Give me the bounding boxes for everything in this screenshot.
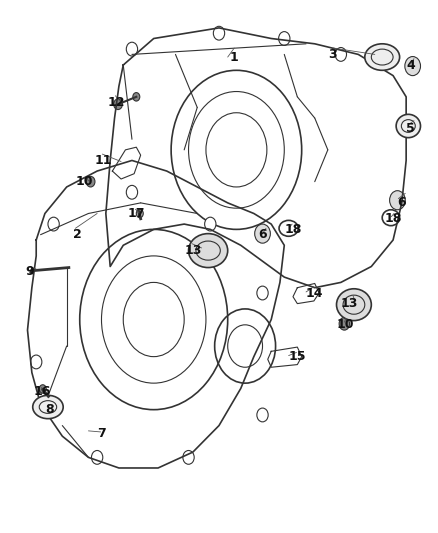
- Circle shape: [257, 286, 268, 300]
- Text: 9: 9: [25, 265, 34, 278]
- Text: 4: 4: [406, 59, 415, 71]
- Text: 10: 10: [336, 318, 354, 332]
- Circle shape: [339, 317, 350, 330]
- Text: 7: 7: [97, 427, 106, 440]
- Text: 2: 2: [73, 228, 82, 241]
- Text: 16: 16: [34, 385, 51, 398]
- Text: 12: 12: [108, 95, 125, 109]
- Text: 18: 18: [284, 223, 302, 236]
- Circle shape: [405, 56, 420, 76]
- Ellipse shape: [33, 395, 63, 419]
- Text: 6: 6: [397, 196, 406, 209]
- Circle shape: [205, 217, 216, 231]
- Circle shape: [126, 185, 138, 199]
- Text: 14: 14: [306, 287, 324, 300]
- Text: 3: 3: [328, 48, 336, 61]
- Text: 17: 17: [127, 207, 145, 220]
- Circle shape: [92, 450, 103, 464]
- Circle shape: [31, 355, 42, 369]
- Ellipse shape: [336, 289, 371, 320]
- Circle shape: [257, 408, 268, 422]
- Ellipse shape: [365, 44, 399, 70]
- Text: 10: 10: [75, 175, 93, 188]
- Circle shape: [183, 450, 194, 464]
- Text: 6: 6: [258, 228, 267, 241]
- Circle shape: [86, 176, 95, 187]
- Text: 13: 13: [341, 297, 358, 310]
- Circle shape: [213, 26, 225, 40]
- Text: 11: 11: [95, 154, 113, 167]
- Text: 18: 18: [385, 212, 402, 225]
- Text: 15: 15: [289, 350, 306, 363]
- Circle shape: [279, 31, 290, 45]
- Circle shape: [126, 42, 138, 56]
- Text: 1: 1: [230, 51, 239, 63]
- Circle shape: [335, 47, 346, 61]
- Text: 5: 5: [406, 122, 415, 135]
- Circle shape: [133, 93, 140, 101]
- Circle shape: [136, 209, 143, 217]
- Ellipse shape: [396, 114, 420, 138]
- Text: 13: 13: [184, 244, 201, 257]
- Circle shape: [39, 385, 46, 393]
- Circle shape: [48, 217, 59, 231]
- Circle shape: [254, 224, 270, 243]
- Text: 8: 8: [45, 403, 53, 416]
- Circle shape: [390, 191, 405, 210]
- Circle shape: [114, 99, 122, 110]
- Ellipse shape: [188, 233, 228, 268]
